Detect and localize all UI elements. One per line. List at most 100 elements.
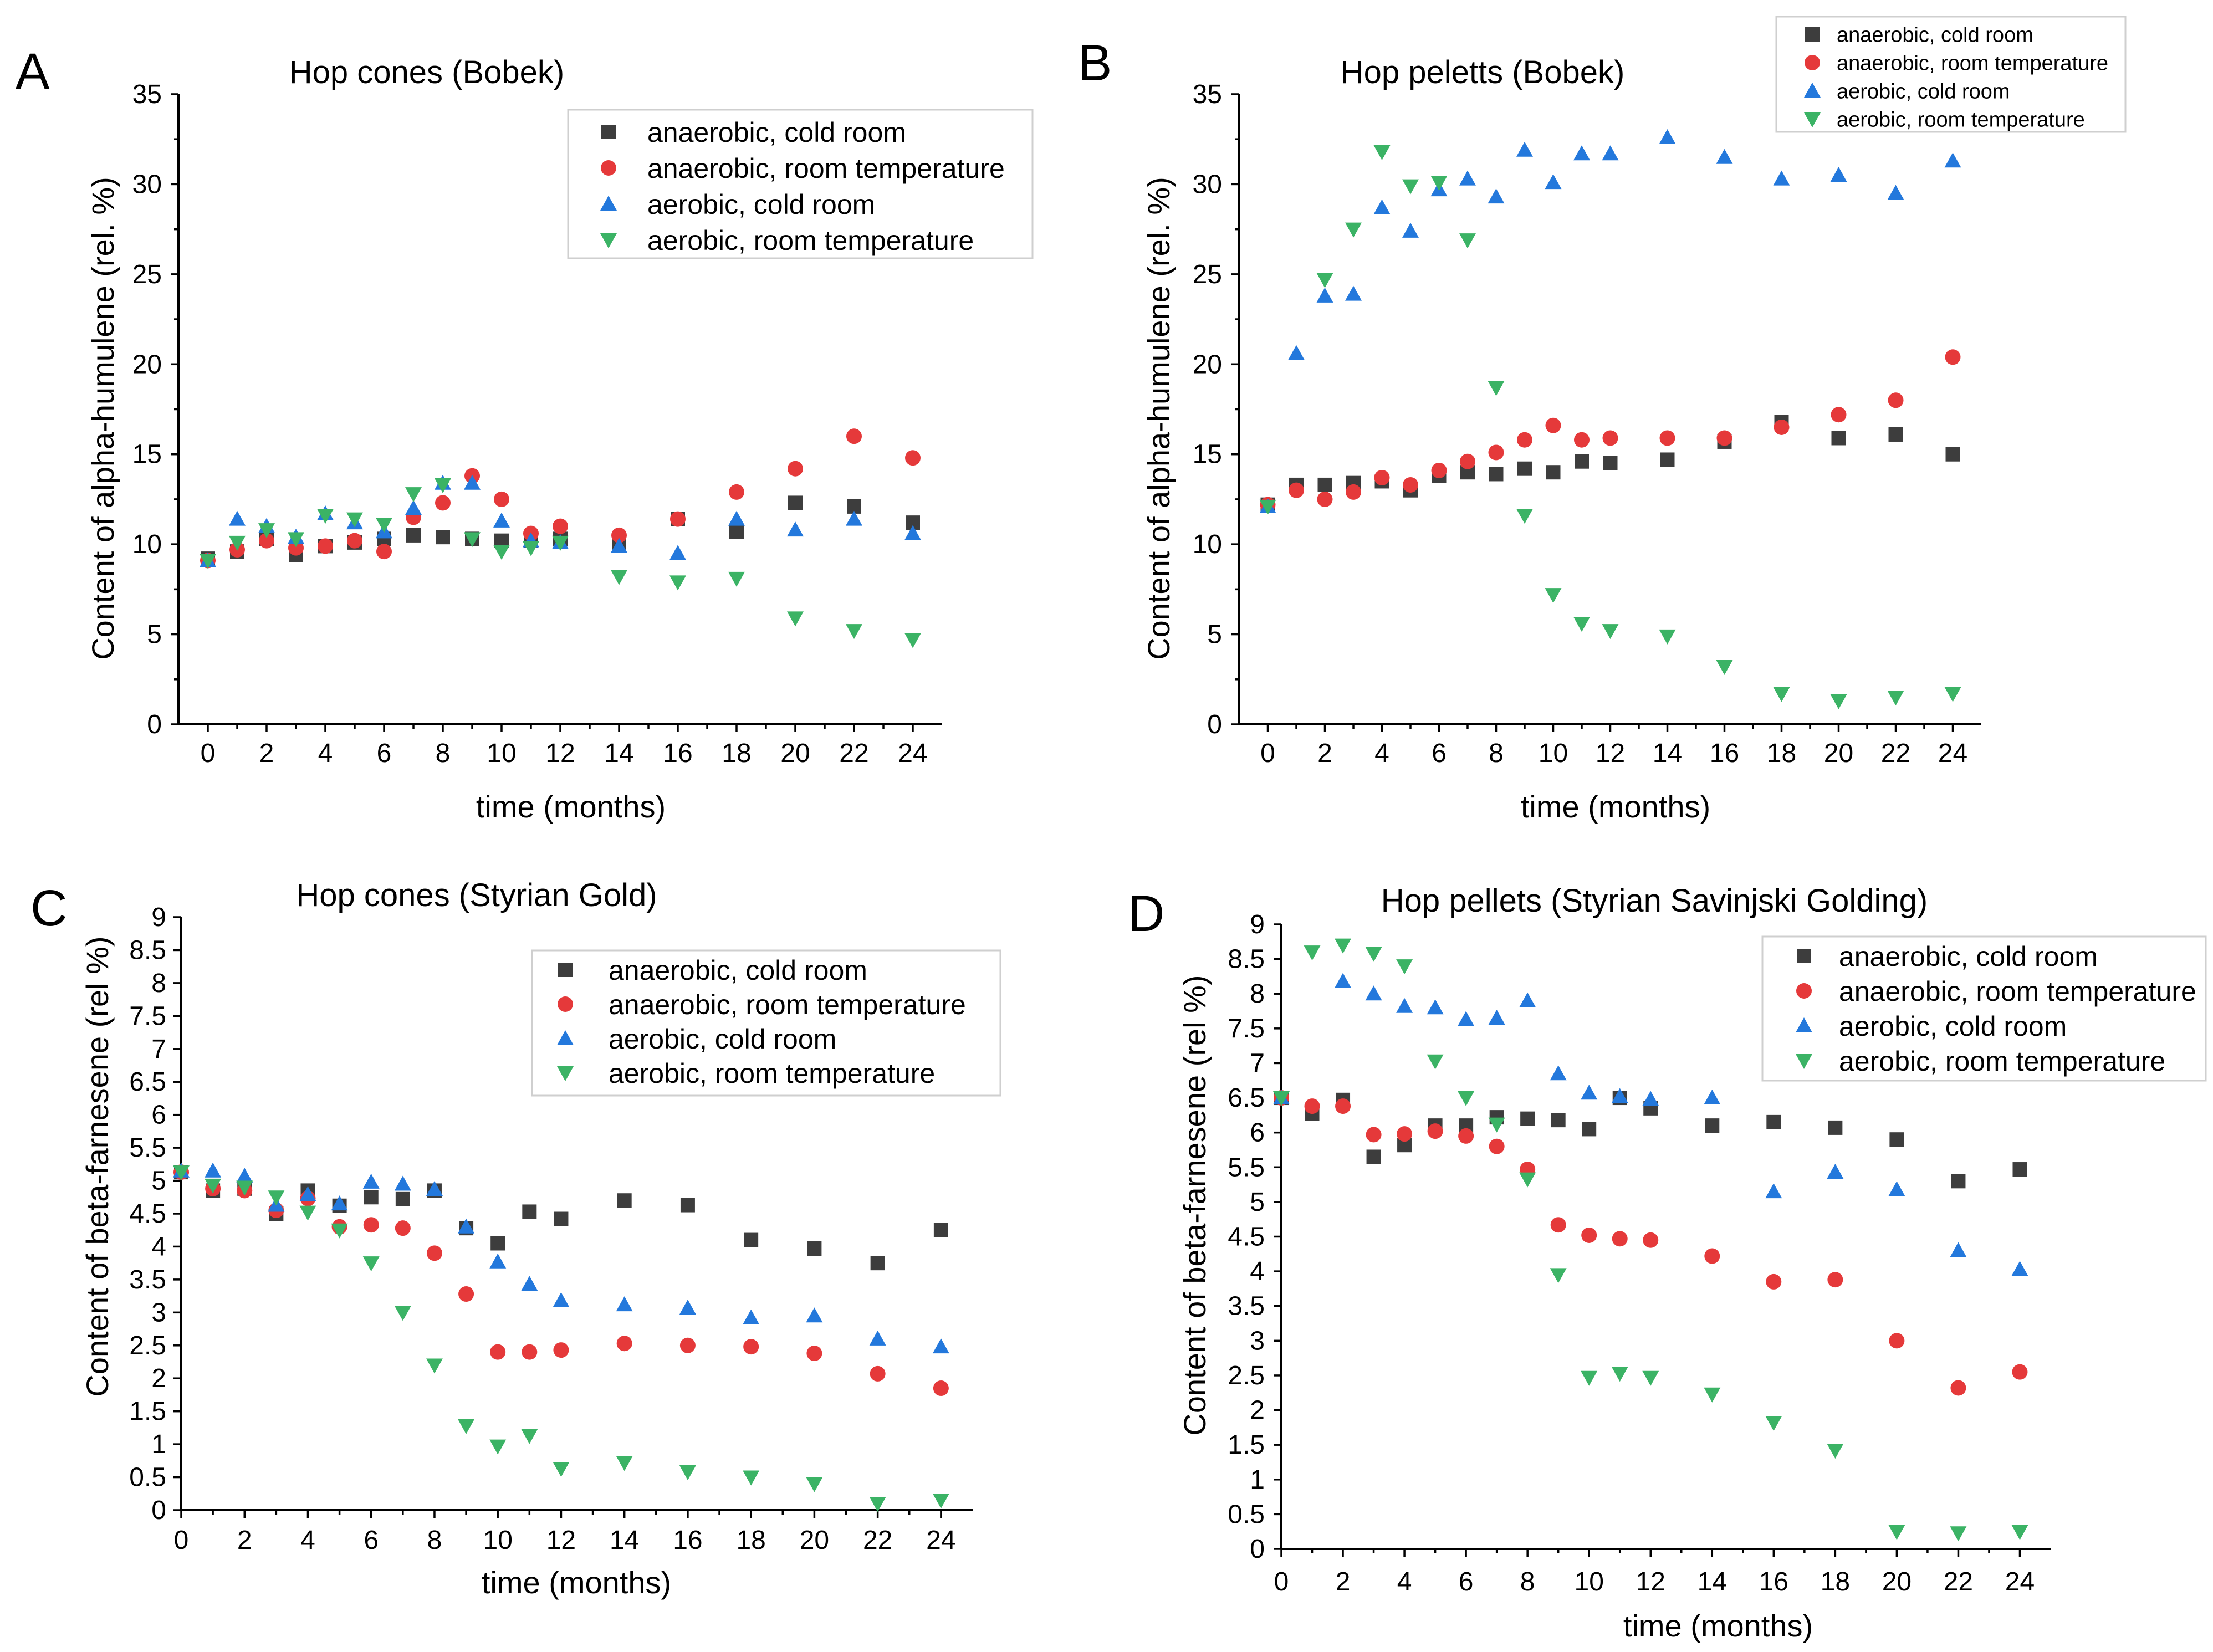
- data-point: [1582, 1122, 1597, 1137]
- data-point: [1288, 345, 1305, 360]
- x-axis-title: time (months): [482, 1565, 671, 1600]
- x-tick-label: 0: [174, 1526, 189, 1555]
- legend-marker: [1796, 983, 1812, 999]
- y-tick-label: 0: [1207, 710, 1222, 739]
- legend-label: aerobic, room temperature: [1837, 109, 2085, 132]
- data-point: [331, 1195, 348, 1211]
- y-tick-label: 6: [1250, 1118, 1265, 1148]
- legend-marker: [601, 160, 616, 176]
- data-point: [788, 461, 803, 477]
- data-point: [616, 1336, 632, 1352]
- x-tick-label: 20: [1882, 1567, 1912, 1597]
- y-axis-title: Content of beta-farnesene (rel %): [1177, 975, 1212, 1435]
- series-anaerobic-room-temperature: [200, 428, 921, 569]
- data-point: [1765, 1416, 1782, 1431]
- data-point: [1489, 467, 1504, 482]
- y-tick-label: 35: [132, 80, 162, 109]
- legend-label: aerobic, room temperature: [1839, 1046, 2165, 1077]
- data-point: [523, 541, 539, 556]
- data-point: [1611, 1367, 1628, 1382]
- y-axis-title: Content of alpha-humulene (rel. %): [85, 177, 120, 660]
- data-point: [299, 1186, 316, 1201]
- y-tick-label: 3: [1250, 1326, 1265, 1356]
- data-point: [1316, 273, 1333, 288]
- y-tick-label: 4.5: [1228, 1223, 1265, 1252]
- y-tick-label: 7.5: [1228, 1014, 1265, 1044]
- data-point: [787, 611, 804, 627]
- data-point: [1827, 1164, 1844, 1179]
- x-axis-title: time (months): [1521, 789, 1710, 824]
- data-point: [521, 1276, 538, 1291]
- data-point: [2011, 1525, 2028, 1540]
- data-point: [436, 530, 450, 545]
- y-tick-label: 5.5: [1228, 1153, 1265, 1182]
- panel-b: B Hop peletts (Bobek) time (months) Cont…: [1078, 16, 2127, 824]
- data-point: [679, 1300, 696, 1315]
- legend-marker: [1797, 949, 1811, 963]
- x-tick-label: 20: [1824, 739, 1853, 768]
- x-tick-label: 16: [673, 1526, 702, 1555]
- y-tick-label: 2.5: [129, 1331, 166, 1361]
- data-point: [1831, 407, 1847, 423]
- data-point: [846, 428, 862, 444]
- data-point: [933, 1223, 948, 1237]
- x-tick-label: 6: [377, 739, 392, 768]
- data-point: [552, 535, 569, 551]
- data-point: [729, 524, 744, 539]
- y-tick-label: 0: [147, 710, 162, 739]
- legend-label: anaerobic, cold room: [647, 117, 906, 148]
- data-point: [394, 1306, 411, 1321]
- x-tick-label: 22: [839, 739, 868, 768]
- data-point: [1659, 430, 1675, 446]
- data-point: [1335, 1098, 1351, 1114]
- y-tick-label: 20: [132, 350, 162, 379]
- data-point: [1642, 1370, 1659, 1386]
- data-point: [1459, 170, 1476, 186]
- data-point: [1335, 973, 1352, 988]
- legend-box: [567, 109, 1034, 259]
- series-aerobic-room-temperature: [173, 1165, 949, 1512]
- legend-marker: [1805, 27, 1820, 42]
- data-point: [616, 1296, 633, 1312]
- data-point: [458, 1218, 475, 1234]
- data-point: [1345, 222, 1362, 238]
- data-point: [1489, 1138, 1505, 1154]
- x-tick-label: 12: [1636, 1567, 1665, 1597]
- x-tick-label: 4: [318, 739, 333, 768]
- data-point: [728, 571, 745, 587]
- panel-letter-d: D: [1128, 886, 1164, 942]
- data-point: [1612, 1231, 1628, 1247]
- series-anaerobic-cold-room: [1260, 415, 1960, 512]
- y-tick-label: 5: [1207, 620, 1222, 649]
- data-point: [346, 512, 363, 528]
- data-point: [1550, 1065, 1567, 1081]
- data-point: [1887, 185, 1904, 200]
- x-tick-label: 0: [1260, 739, 1275, 768]
- y-tick-label: 4: [1250, 1257, 1265, 1286]
- data-point: [869, 1330, 886, 1346]
- legend-label: aerobic, room temperature: [609, 1058, 935, 1089]
- data-point: [1950, 1242, 1967, 1257]
- data-point: [362, 1173, 380, 1189]
- x-tick-label: 8: [427, 1526, 442, 1555]
- data-point: [376, 544, 392, 560]
- data-point: [1516, 509, 1533, 524]
- data-point: [1396, 998, 1413, 1013]
- data-point: [1765, 1183, 1782, 1199]
- data-point: [1458, 1011, 1475, 1026]
- data-point: [1316, 287, 1333, 303]
- data-point: [1304, 1098, 1320, 1114]
- data-point: [490, 1344, 506, 1360]
- panel-letter-b: B: [1078, 35, 1112, 91]
- data-point: [1459, 233, 1476, 249]
- x-tick-label: 4: [300, 1526, 315, 1555]
- data-point: [1427, 1123, 1443, 1139]
- data-point: [1889, 1132, 1904, 1147]
- y-tick-label: 30: [1193, 170, 1222, 199]
- data-point: [1716, 149, 1733, 164]
- y-tick-label: 1: [1250, 1465, 1265, 1495]
- data-point: [363, 1217, 379, 1233]
- y-tick-label: 7: [1250, 1049, 1265, 1078]
- series-aerobic-room-temperature: [1259, 145, 1961, 709]
- data-point: [1366, 1127, 1382, 1143]
